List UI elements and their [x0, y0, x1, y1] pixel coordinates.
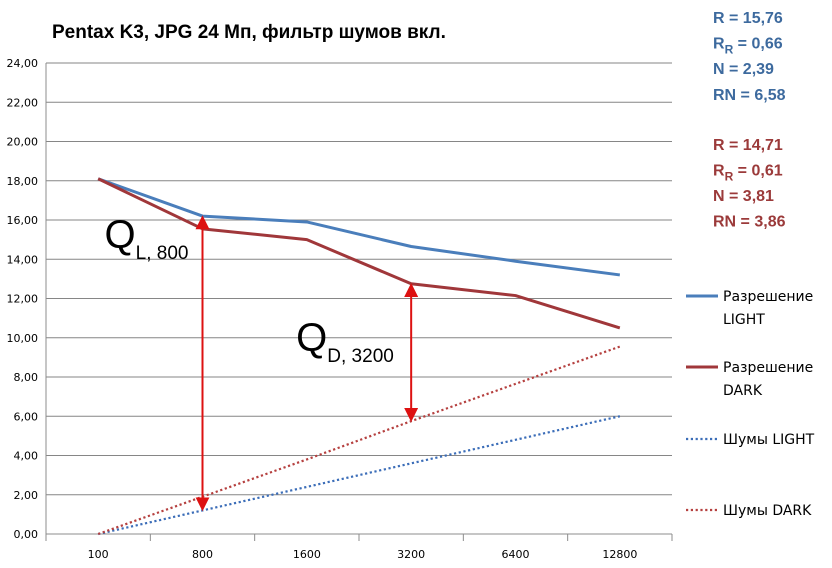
- q-label: QD, 3200: [296, 316, 394, 367]
- stat-line: RN = 6,58: [713, 87, 786, 104]
- stat-line-value: = 0,61: [733, 163, 782, 180]
- axes: 0,00 2,00 4,00 6,00 8,00 10,00 12,00 14,00 16,00…: [7, 57, 673, 561]
- series-line-3: [97, 415, 621, 536]
- series-group: [97, 177, 621, 536]
- stat-line-main: R: [713, 163, 725, 180]
- series-line-4: [97, 345, 621, 536]
- stat-line-sub: R: [725, 170, 734, 184]
- series-line-1: [97, 177, 621, 277]
- y-tick-label: 8,00: [14, 371, 39, 384]
- legend-label: Разрешение: [723, 289, 813, 305]
- stat-line: R = 14,71: [713, 137, 783, 154]
- series-line-2: [97, 177, 621, 330]
- stat-line-sub: R: [725, 43, 734, 57]
- stat-line-value: = 0,66: [733, 36, 782, 53]
- legend-label: DARK: [723, 383, 763, 399]
- q-label-main: Q: [105, 213, 136, 257]
- q-label-main: Q: [296, 316, 327, 360]
- y-tick-label: 14,00: [7, 253, 39, 266]
- legend: Разрешение LIGHT Разрешение DARK Шумы LIGHT Ш…: [686, 289, 815, 519]
- y-tick-label: 2,00: [14, 489, 39, 502]
- y-tick-label: 16,00: [7, 214, 39, 227]
- stat-line-main: R = 14,71: [713, 137, 783, 154]
- y-tick-label: 6,00: [14, 410, 39, 423]
- stat-line-main: R = 15,76: [713, 10, 783, 27]
- stat-line: RN = 3,86: [713, 214, 786, 231]
- legend-label: Шумы DARK: [723, 503, 812, 519]
- y-tick-label: 12,00: [7, 293, 39, 306]
- y-tick-label: 24,00: [7, 57, 39, 70]
- q-label-sub: D, 3200: [327, 346, 394, 367]
- y-tick-label: 10,00: [7, 332, 39, 345]
- stat-line-main: RN = 6,58: [713, 87, 786, 104]
- y-tick-label: 22,00: [7, 96, 39, 109]
- legend-label: Шумы LIGHT: [723, 432, 815, 448]
- y-tick-label: 4,00: [14, 450, 39, 463]
- x-tick-label: 12800: [602, 548, 637, 561]
- stat-line: RR = 0,66: [713, 36, 783, 57]
- legend-label: Разрешение: [723, 360, 813, 376]
- y-tick-label: 20,00: [7, 136, 39, 149]
- stat-line-main: N = 3,81: [713, 188, 774, 205]
- x-tick-label: 800: [192, 548, 213, 561]
- legend-label: LIGHT: [723, 312, 765, 328]
- q-label: QL, 800: [105, 213, 189, 264]
- y-tick-label: 0,00: [14, 528, 39, 541]
- chart-title: Pentax K3, JPG 24 Мп, фильтр шумов вкл.: [52, 22, 446, 43]
- stat-line-main: RN = 3,86: [713, 214, 786, 231]
- grid: [46, 62, 672, 535]
- stat-line-main: N = 2,39: [713, 61, 774, 78]
- x-tick-label: 100: [88, 548, 109, 561]
- x-tick-label: 6400: [502, 548, 530, 561]
- q-label-sub: L, 800: [136, 243, 189, 264]
- x-tick-label: 1600: [293, 548, 321, 561]
- x-tick-label: 3200: [397, 548, 425, 561]
- stat-line: N = 2,39: [713, 61, 774, 78]
- y-tick-label: 18,00: [7, 175, 39, 188]
- stat-line-main: R: [713, 36, 725, 53]
- stat-line: N = 3,81: [713, 188, 774, 205]
- stat-line: R = 15,76: [713, 10, 783, 27]
- stat-line: RR = 0,61: [713, 163, 783, 184]
